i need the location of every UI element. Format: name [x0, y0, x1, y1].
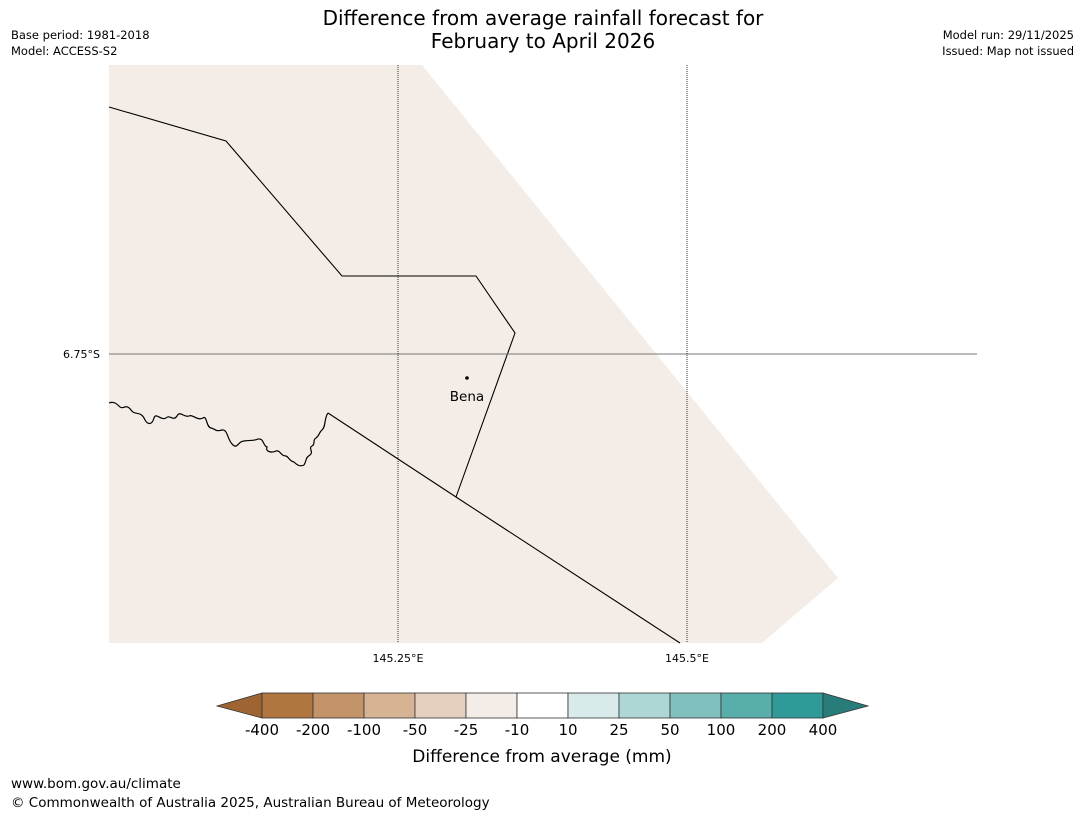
- colorbar-tick: 10: [558, 721, 577, 739]
- coastline: [108, 401, 329, 467]
- colorbar-seg-10: [720, 692, 773, 719]
- colorbar-seg-6: [516, 692, 569, 719]
- title-line-2: February to April 2026: [430, 29, 656, 53]
- colorbar-extend-high: [822, 692, 870, 719]
- footer-copyright: © Commonwealth of Australia 2025, Austra…: [11, 795, 490, 811]
- colorbar-seg-5: [465, 692, 518, 719]
- map-area: 6.75°S 145.25°E 145.5°E Bena: [63, 65, 977, 665]
- colorbar-seg-3: [363, 692, 416, 719]
- colorbar-tick: -50: [403, 721, 428, 739]
- footer: www.bom.gov.au/climate © Commonwealth of…: [11, 775, 490, 813]
- colorbar-tick: -10: [505, 721, 530, 739]
- place-marker: [465, 376, 469, 380]
- colorbar-tick: 25: [609, 721, 628, 739]
- meta-left: Base period: 1981-2018 Model: ACCESS-S2: [11, 27, 150, 59]
- place-label: Bena: [450, 389, 484, 405]
- colorbar-tick: -200: [296, 721, 330, 739]
- colorbar-tick: 100: [707, 721, 736, 739]
- footer-url[interactable]: www.bom.gov.au/climate: [11, 776, 181, 792]
- colorbar-label: Difference from average (mm): [412, 747, 671, 767]
- colorbar-seg-11: [771, 692, 824, 719]
- colorbar-tick: -100: [347, 721, 381, 739]
- lon-label-2: 145.5°E: [665, 652, 709, 665]
- colorbar-tick: -400: [245, 721, 279, 739]
- map-title: Difference from average rainfall forecas…: [243, 7, 843, 53]
- issued-status: Issued: Map not issued: [942, 44, 1074, 58]
- colorbar-extend-low: [215, 692, 263, 719]
- colorbar-tick: 400: [809, 721, 838, 739]
- colorbar-tick: 200: [758, 721, 787, 739]
- colorbar-tick: -25: [454, 721, 479, 739]
- lon-label-1: 145.25°E: [373, 652, 424, 665]
- colorbar-seg-2: [312, 692, 365, 719]
- base-period: Base period: 1981-2018: [11, 28, 150, 42]
- colorbar-seg-4: [414, 692, 467, 719]
- lat-label: 6.75°S: [63, 348, 100, 361]
- model-name: Model: ACCESS-S2: [11, 44, 118, 58]
- model-run: Model run: 29/11/2025: [942, 28, 1074, 42]
- colorbar-seg-7: [567, 692, 620, 719]
- province-boundary-south: [327, 412, 681, 644]
- province-boundary-north: [108, 106, 516, 498]
- title-line-1: Difference from average rainfall forecas…: [322, 6, 764, 30]
- colorbar-seg-8: [618, 692, 671, 719]
- colorbar-seg-1: [261, 692, 314, 719]
- colorbar: -400 -200 -100 -50 -25 -10 10 25 50 100 …: [215, 692, 870, 767]
- meta-right: Model run: 29/11/2025 Issued: Map not is…: [942, 27, 1074, 59]
- colorbar-tick: 50: [660, 721, 679, 739]
- colorbar-seg-9: [669, 692, 722, 719]
